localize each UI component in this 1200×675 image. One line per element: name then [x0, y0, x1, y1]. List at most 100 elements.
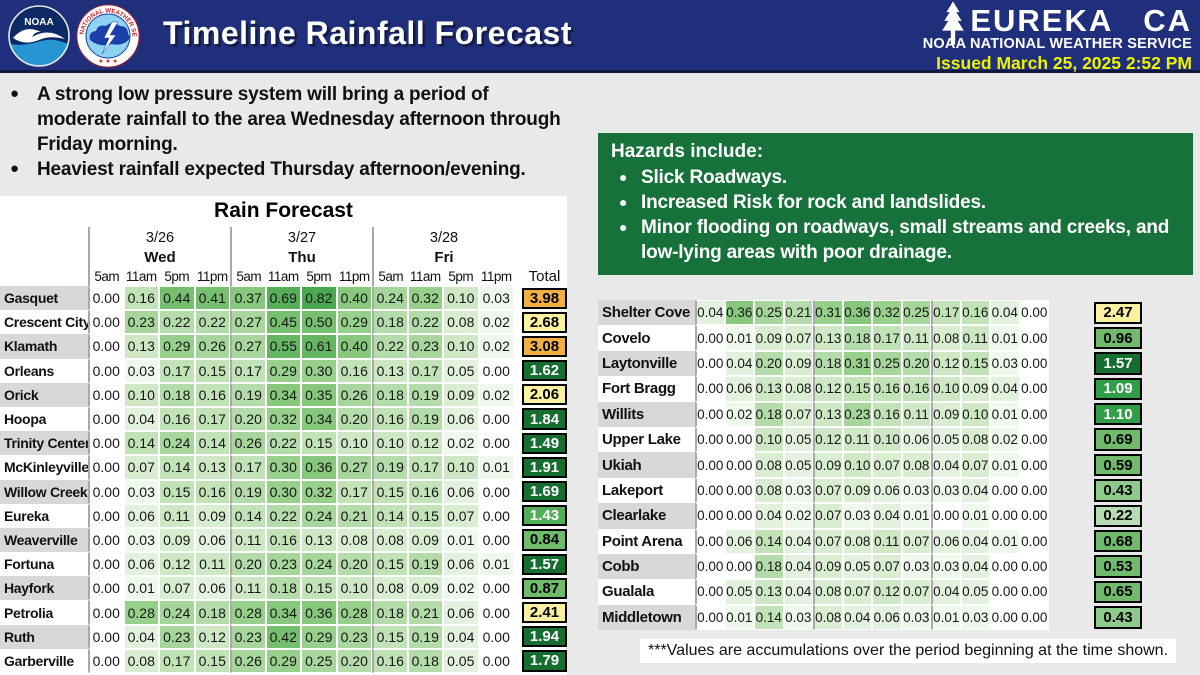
rain-value-cell: 0.12 [813, 426, 843, 453]
rain-value-cell: 0.18 [813, 350, 843, 377]
spacer [514, 359, 522, 383]
rain-value-cell: 0.08 [813, 604, 843, 631]
rain-value-cell: 0.25 [872, 350, 902, 377]
spacer [514, 334, 522, 358]
rain-value-cell: 0.16 [407, 479, 443, 504]
rain-value-cell: 0.12 [159, 552, 195, 577]
corner-cell [0, 227, 88, 248]
rain-value-cell: 0.61 [301, 334, 337, 359]
table-row: Middletown 0.00 0.01 0.14 0.03 0.08 0.04 0.06 0.… [598, 604, 1142, 631]
rain-value-cell: 0.07 [443, 503, 479, 528]
day-header: Thu [230, 248, 372, 267]
table-title: Rain Forecast [214, 199, 353, 222]
total-value-cell: 2.68 [522, 311, 567, 333]
total-value-cell: 1.57 [522, 553, 567, 575]
rain-value-cell: 0.20 [901, 350, 931, 377]
rain-value-cell: 0.29 [265, 648, 301, 673]
table-row: Hayfork 0.00 0.01 0.07 0.06 0.11 0.18 0.15 0.10 0… [0, 576, 567, 601]
rain-value-cell: 0.26 [194, 334, 230, 359]
rain-value-cell: 0.07 [783, 325, 813, 351]
footnote: ***Values are accumulations over the per… [640, 639, 1177, 663]
rain-value-cell: 0.06 [443, 600, 479, 625]
rain-value-cell: 0.32 [301, 479, 337, 504]
total-value-cell: 0.68 [1094, 530, 1142, 553]
total-value-cell: 0.96 [1094, 326, 1142, 350]
location-label: Willits [598, 401, 695, 427]
total-value-cell: 2.06 [522, 384, 567, 406]
table-row: Ruth 0.00 0.04 0.23 0.12 0.23 0.42 0.29 0.23 0.15… [0, 624, 567, 649]
rain-value-cell: 0.20 [336, 648, 372, 673]
rain-value-cell: 0.00 [695, 350, 725, 377]
table-row: McKinleyville 0.00 0.07 0.14 0.13 0.17 0.30 0.3… [0, 455, 567, 480]
rain-value-cell: 0.16 [265, 527, 301, 553]
rain-value-cell: 0.14 [372, 503, 408, 528]
rain-value-cell: 0.14 [230, 503, 266, 528]
rain-value-cell: 0.00 [695, 553, 725, 580]
rain-value-cell: 0.30 [301, 358, 337, 383]
rain-value-cell: 0.11 [159, 503, 195, 528]
rain-value-cell: 0.23 [230, 624, 266, 649]
rain-value-cell: 0.17 [230, 358, 266, 383]
location-label: Willow Creek [0, 479, 88, 504]
rain-value-cell: 0.00 [1019, 401, 1049, 427]
time-header: 11am [409, 269, 441, 284]
header-right-block: EUREKA CA NOAA NATIONAL WEATHER SERVICE … [923, 1, 1192, 74]
summary-bullets: A strong low pressure system will bring … [10, 82, 572, 182]
spacer [514, 455, 522, 479]
rain-value-cell: 0.05 [960, 579, 990, 605]
rain-value-cell: 0.04 [123, 624, 159, 649]
rain-value-cell: 0.15 [159, 479, 195, 504]
rain-value-cell: 0.00 [695, 528, 725, 554]
rain-value-cell: 0.03 [783, 604, 813, 631]
rain-value-cell: 0.18 [372, 310, 408, 335]
rain-value-cell: 0.11 [230, 576, 266, 601]
spacer [1049, 478, 1094, 503]
rain-value-cell: 0.08 [901, 452, 931, 478]
rain-value-cell: 0.36 [724, 300, 754, 326]
table-row: Gasquet 0.00 0.16 0.44 0.41 0.37 0.69 0.82 0.40 0… [0, 286, 567, 311]
rain-value-cell: 0.05 [783, 452, 813, 478]
rain-value-cell: 0.42 [265, 624, 301, 649]
station-state: CA [1143, 2, 1192, 38]
rain-value-cell: 0.15 [194, 358, 230, 383]
day-header: Fri [372, 248, 514, 267]
rain-value-cell: 0.15 [301, 576, 337, 601]
rain-value-cell: 0.00 [1019, 350, 1049, 377]
rain-value-cell: 0.01 [724, 604, 754, 631]
rain-value-cell: 0.01 [443, 527, 479, 553]
rain-value-cell: 0.01 [478, 552, 514, 577]
rain-value-cell: 0.09 [159, 527, 195, 553]
rain-value-cell: 0.03 [931, 553, 961, 580]
rain-value-cell: 0.00 [1019, 477, 1049, 504]
spacer [1049, 376, 1094, 401]
rain-value-cell: 0.29 [301, 624, 337, 649]
rain-value-cell: 0.00 [695, 325, 725, 351]
hazard-item: Minor flooding on roadways, small stream… [611, 215, 1183, 265]
spacer [1049, 554, 1094, 579]
rain-value-cell: 0.00 [88, 382, 124, 407]
rain-value-cell: 0.00 [88, 310, 124, 335]
corner-cell [0, 248, 88, 267]
rain-value-cell: 0.22 [265, 431, 301, 456]
total-value-cell: 0.84 [522, 529, 567, 551]
rain-value-cell: 0.03 [123, 527, 159, 553]
rain-value-cell: 0.10 [754, 426, 784, 453]
rain-value-cell: 0.08 [123, 648, 159, 673]
total-value-cell: 1.43 [522, 505, 567, 527]
rain-value-cell: 0.17 [407, 358, 443, 383]
corner-cell [0, 267, 88, 286]
table-row: Laytonville 0.00 0.04 0.20 0.09 0.18 0.31 0.25 0… [598, 350, 1142, 377]
rain-value-cell: 0.40 [336, 334, 372, 359]
table-row: Klamath 0.00 0.13 0.29 0.26 0.27 0.55 0.61 0.40 0… [0, 334, 567, 359]
location-label: Upper Lake [598, 426, 695, 453]
time-header: 11pm [196, 269, 228, 284]
rain-value-cell: 0.11 [872, 528, 902, 554]
rain-value-cell: 0.01 [990, 325, 1020, 351]
rain-value-cell: 0.04 [754, 503, 784, 529]
time-header: 5am [230, 267, 266, 286]
rain-value-cell: 0.36 [301, 600, 337, 625]
rain-value-cell: 0.13 [123, 334, 159, 359]
spacer [1049, 503, 1094, 528]
rain-value-cell: 0.00 [478, 431, 514, 456]
total-value-cell: 1.10 [1094, 403, 1142, 426]
